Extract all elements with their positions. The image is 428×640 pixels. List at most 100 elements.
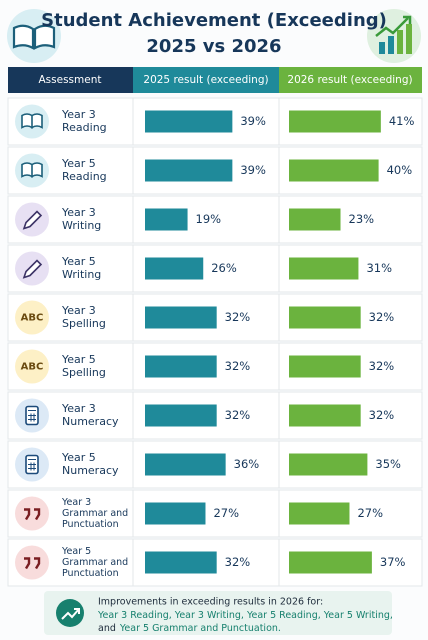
bar-2026 — [289, 551, 372, 574]
footer-segment: and — [98, 623, 116, 634]
row-label: Spelling — [62, 366, 106, 379]
row-icon — [15, 545, 49, 580]
bar-2025 — [145, 453, 226, 476]
row-label: Year 5 — [61, 353, 96, 366]
header-cell — [8, 67, 133, 93]
value-label-2026: 41% — [389, 114, 415, 128]
row-label: Year 3 — [61, 206, 96, 219]
row-label: Writing — [62, 219, 101, 232]
row-icon — [15, 153, 49, 188]
bar-2025 — [145, 502, 206, 525]
row-label: Year 3 — [61, 108, 96, 121]
bar-2026 — [289, 208, 341, 231]
value-label-2025: 26% — [211, 261, 237, 275]
row-label: Year 5 — [61, 451, 96, 464]
icon-book — [21, 162, 43, 178]
value-label-2026: 40% — [387, 163, 413, 177]
value-label-2025: 39% — [240, 163, 266, 177]
row-label: Punctuation — [62, 568, 119, 579]
footer-icon-arrow — [61, 608, 80, 620]
row-label: Grammar and — [62, 557, 128, 568]
icon-circle — [15, 349, 49, 384]
bar-2026 — [289, 355, 361, 378]
bar-2025 — [145, 159, 233, 182]
row-label: Spelling — [62, 317, 106, 330]
bar-2025 — [145, 355, 217, 378]
header-cell — [133, 67, 279, 93]
title-line: 2025 vs 2026 — [146, 36, 281, 57]
icon-pencil — [22, 210, 43, 230]
value-label-2026: 31% — [366, 261, 392, 275]
footer-segment: Year 5 Grammar and Punctuation. — [119, 623, 281, 634]
icon-circle — [15, 496, 49, 531]
row-label: Year 5 — [61, 255, 96, 268]
icon-calc-keys — [28, 410, 36, 422]
row-label: Year 3 — [61, 304, 96, 317]
value-label-2026: 32% — [369, 408, 395, 422]
icon-calc-keys — [28, 459, 36, 471]
title-icon-chart — [367, 9, 421, 63]
row-label: Grammar and — [62, 508, 128, 519]
row-label: Year 3 — [61, 497, 91, 508]
row-label: Punctuation — [62, 519, 119, 530]
title-line: Student Achievement (Exceeding) — [41, 10, 387, 31]
title-icon-book — [7, 9, 61, 63]
footer-line: Year 3 Reading, Year 3 Writing, Year 5 R… — [97, 610, 393, 621]
icon-pencil — [22, 259, 43, 279]
icon-quote — [24, 557, 41, 570]
footer-box — [44, 591, 392, 635]
bar-2026 — [289, 257, 359, 280]
value-label-2025: 27% — [213, 506, 239, 520]
icon-text: ABC — [21, 362, 44, 373]
row-label: Year 3 — [61, 402, 96, 415]
bar-2026 — [289, 453, 368, 476]
footer-line: and Year 5 Grammar and Punctuation. — [98, 623, 281, 634]
row-icon — [15, 251, 49, 286]
column-header: 2025 result (exceeding) — [143, 74, 268, 86]
value-label-2026: 32% — [369, 310, 395, 324]
value-label-2025: 32% — [225, 555, 251, 569]
icon-circle — [15, 545, 49, 580]
bar-2025 — [145, 404, 217, 427]
bar-2025 — [145, 551, 217, 574]
bar-2026 — [289, 159, 379, 182]
column-header: 2026 result (exceeding) — [287, 74, 412, 86]
value-label-2025: 32% — [225, 408, 251, 422]
value-label-2025: 36% — [234, 457, 260, 471]
icon-text: ABC — [21, 313, 44, 324]
bar-2026 — [289, 502, 350, 525]
icon-quote — [24, 508, 41, 521]
bar-2026 — [289, 110, 381, 133]
row-label: Year 5 — [61, 157, 96, 170]
row-icon: ABC — [15, 300, 49, 335]
row-label: Numeracy — [62, 415, 119, 428]
row-label: Reading — [62, 121, 107, 134]
header-cell — [279, 67, 422, 93]
value-label-2026: 32% — [369, 359, 395, 373]
row-icon — [15, 104, 49, 139]
value-label-2026: 27% — [357, 506, 383, 520]
value-label-2026: 35% — [375, 457, 401, 471]
row-label: Numeracy — [62, 464, 119, 477]
column-header: Assessment — [39, 74, 102, 86]
value-label-2026: 37% — [380, 555, 406, 569]
value-label-2025: 32% — [225, 359, 251, 373]
bar-2025 — [145, 306, 217, 329]
footer-intro: Improvements in exceeding results in 202… — [98, 597, 323, 608]
icon-circle — [15, 300, 49, 335]
row-label: Writing — [62, 268, 101, 281]
bar-2026 — [289, 306, 361, 329]
row-label: Year 5 — [61, 546, 91, 557]
value-label-2025: 39% — [240, 114, 266, 128]
row-icon — [15, 202, 49, 237]
row-label: Reading — [62, 170, 107, 183]
value-label-2025: 32% — [225, 310, 251, 324]
bar-2025 — [145, 110, 233, 133]
bar-2025 — [145, 208, 188, 231]
footer-segment: Year 3 Reading, Year 3 Writing, Year 5 R… — [97, 610, 393, 621]
row-bg — [7, 195, 423, 244]
row-icon — [15, 398, 49, 433]
bar-2025 — [145, 257, 204, 280]
